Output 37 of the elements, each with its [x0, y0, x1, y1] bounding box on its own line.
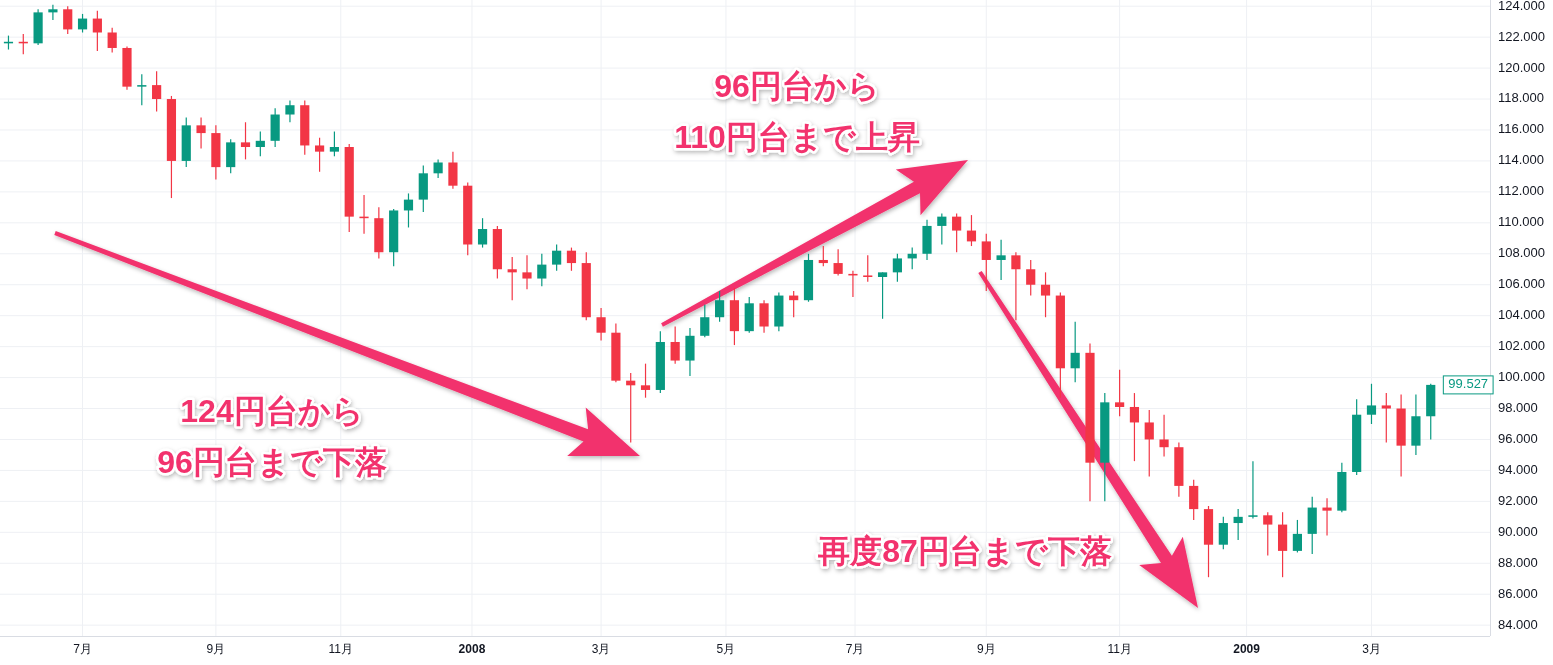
y-tick-label: 102.000 — [1498, 338, 1545, 354]
x-tick-label: 11月 — [328, 642, 353, 657]
annotation: 再度87円台まで下落 — [817, 533, 1112, 569]
annotation: 96円台から 110円台まで上昇 — [674, 68, 920, 156]
y-tick-label: 114.000 — [1498, 152, 1545, 168]
y-tick-label: 88.000 — [1498, 554, 1538, 570]
y-tick-label: 108.000 — [1498, 245, 1545, 261]
x-tick-label: 9月 — [976, 642, 996, 657]
y-tick-label: 106.000 — [1498, 276, 1545, 292]
x-tick-label: 2008 — [458, 642, 486, 657]
x-tick-label: 3月 — [1362, 642, 1381, 657]
annotation: 124円台から 96円台まで下落 — [157, 393, 387, 481]
x-tick-label: 11月 — [1107, 642, 1132, 657]
y-tick-label: 122.000 — [1498, 28, 1545, 44]
y-tick-label: 98.000 — [1498, 399, 1538, 415]
y-tick-label: 84.000 — [1498, 616, 1538, 632]
y-tick-label: 104.000 — [1498, 307, 1545, 323]
x-tick-label: 7月 — [845, 642, 865, 657]
x-tick-label: 2009 — [1233, 642, 1261, 657]
y-tick-label: 112.000 — [1498, 183, 1545, 199]
y-tick-label: 110.000 — [1498, 214, 1545, 230]
x-tick-label: 5月 — [716, 642, 736, 657]
y-tick-label: 92.000 — [1498, 492, 1538, 508]
y-tick-label: 116.000 — [1498, 121, 1545, 137]
y-tick-label: 90.000 — [1498, 523, 1538, 539]
y-tick-label: 124.000 — [1498, 0, 1545, 13]
annotation: 99.527 — [1448, 376, 1489, 392]
y-tick-label: 96.000 — [1498, 430, 1538, 446]
y-tick-label: 94.000 — [1498, 461, 1538, 477]
x-tick-label: 9月 — [206, 642, 226, 657]
price-tag: 99.527 — [1442, 375, 1494, 395]
x-tick-label: 3月 — [591, 642, 611, 657]
y-tick-label: 100.000 — [1498, 369, 1545, 385]
y-tick-label: 86.000 — [1498, 585, 1538, 601]
y-tick-label: 118.000 — [1498, 90, 1545, 106]
y-tick-label: 120.000 — [1498, 59, 1545, 75]
x-tick-label: 7月 — [73, 642, 92, 657]
